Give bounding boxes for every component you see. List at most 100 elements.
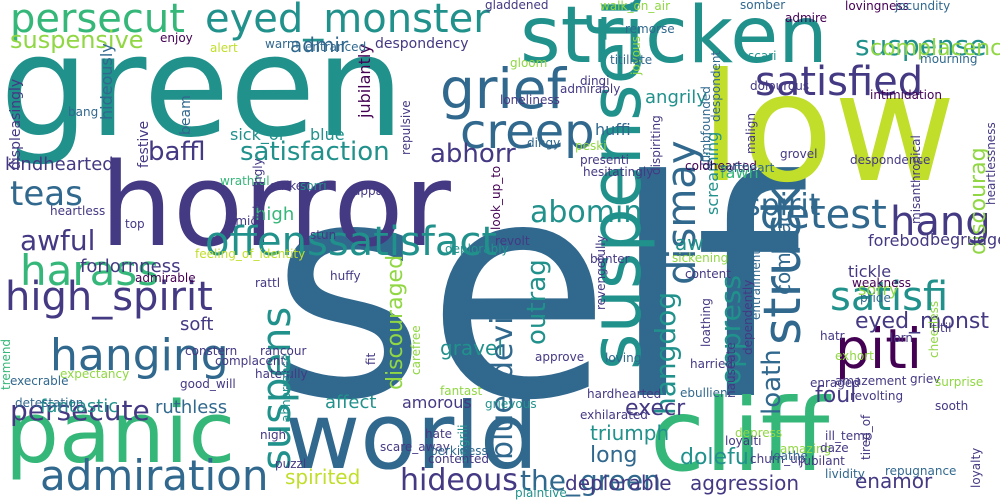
word-152: complacent — [215, 354, 286, 368]
word-18: hanging — [50, 330, 229, 381]
word-164: expectancy — [60, 367, 129, 381]
word-141: rattl — [255, 276, 280, 290]
word-172: hardhearted — [587, 387, 661, 401]
word-191: tired_of — [859, 414, 873, 460]
word-154: hatefully — [255, 367, 308, 381]
word-14: hang — [890, 199, 991, 245]
word-4: cliff — [650, 377, 832, 494]
word-93: remorse — [625, 22, 675, 36]
word-69: begrudge — [930, 230, 1000, 249]
word-120: heartlessness — [984, 122, 998, 205]
word-86: gladdened — [485, 0, 549, 12]
word-182: angrili — [456, 424, 470, 462]
word-84: entranced — [305, 40, 366, 54]
word-72: screaming — [703, 132, 722, 215]
word-52: gravel — [440, 336, 503, 360]
word-169: ebullient — [680, 386, 733, 400]
word-20: piti — [835, 317, 922, 381]
word-64: affect — [325, 392, 376, 413]
word-137: revengefully — [594, 235, 608, 310]
word-12: grief — [440, 57, 568, 121]
word-193: loathe — [770, 449, 808, 463]
word-66: discourag — [966, 147, 991, 255]
word-139: admirable — [135, 271, 196, 285]
word-180: nigh — [260, 428, 286, 442]
word-115: wrathful — [220, 174, 270, 188]
word-56: doleful — [680, 445, 755, 470]
word-23: suspens — [254, 307, 300, 470]
word-103: repulsive — [399, 100, 413, 155]
word-140: huffy — [330, 269, 361, 283]
word-181: hate — [425, 427, 452, 441]
word-192: lividity — [825, 467, 865, 481]
word-183: perkiness — [430, 444, 488, 458]
word-177: sooth — [935, 399, 968, 413]
word-105: peski — [575, 139, 607, 153]
word-24: satisfi — [830, 274, 948, 320]
word-37: outrag — [522, 259, 552, 345]
word-74: huffi — [595, 120, 631, 139]
word-151: constern — [185, 344, 237, 358]
word-143: entrallment — [749, 250, 763, 320]
word-111: hesitatingly — [583, 165, 653, 179]
word-101: bang — [68, 105, 98, 119]
word-59: aggression — [690, 471, 799, 495]
word-134: content — [685, 267, 731, 281]
word-161: loathing — [699, 298, 713, 347]
word-109: intimidation — [870, 88, 942, 102]
word-43: discouraged — [383, 255, 408, 390]
word-34: abhorr — [430, 139, 516, 169]
word-146: griev — [910, 372, 940, 386]
word-100: mourning — [920, 52, 978, 66]
word-189: churn_up — [750, 452, 805, 466]
word-50: aw — [675, 231, 704, 255]
word-5: stricken — [520, 0, 828, 81]
word-132: revolt — [495, 234, 530, 248]
word-81: displeasingly — [8, 79, 24, 170]
word-159: harried — [690, 357, 733, 371]
word-116: strike — [270, 179, 303, 193]
word-162: exhort — [835, 349, 874, 363]
word-176: amazement — [835, 374, 907, 388]
word-126: stun — [310, 228, 336, 242]
word-46: admir — [290, 33, 349, 57]
word-156: grievous — [485, 397, 537, 411]
word-88: somber — [740, 0, 785, 12]
word-106: dispiriting — [649, 115, 663, 175]
word-129: softheart — [720, 161, 775, 175]
word-80: festive — [136, 121, 152, 168]
word-145: enraged — [810, 376, 860, 390]
word-122: sickeningly — [251, 158, 265, 225]
word-87: walk_on_air — [600, 0, 670, 13]
word-42: the_green — [520, 464, 661, 497]
word-190: jubilant — [799, 454, 845, 468]
word-26: teas — [10, 174, 83, 214]
word-98: dingi — [580, 74, 610, 88]
word-53: soft — [180, 314, 213, 335]
word-185: depress — [735, 426, 782, 440]
word-55: long — [590, 443, 637, 468]
word-133: sickening — [672, 251, 728, 265]
word-79: beam — [178, 95, 194, 135]
word-67: complac — [771, 211, 795, 295]
word-39: oppress — [714, 275, 747, 385]
word-188: loyalti — [725, 434, 762, 448]
word-168: detestation — [15, 396, 83, 410]
word-94: titillate — [610, 53, 652, 67]
word-195: repugnance — [885, 464, 956, 478]
word-2: green — [0, 6, 404, 169]
word-142: execrable — [10, 374, 69, 388]
word-6: world — [285, 383, 538, 490]
word-78: hideously — [97, 43, 116, 120]
word-91: jocundity — [894, 0, 950, 13]
word-127: deplorably — [445, 242, 509, 256]
word-178: amazing — [780, 442, 831, 456]
word-32: baffl — [148, 137, 206, 167]
word-150: tremend — [0, 339, 13, 390]
word-184: contented — [428, 452, 489, 466]
word-1: horror — [100, 139, 452, 273]
word-160: hatr — [820, 329, 845, 343]
word-107: despondent — [709, 51, 723, 122]
word-9: eyed_monster — [205, 0, 490, 42]
